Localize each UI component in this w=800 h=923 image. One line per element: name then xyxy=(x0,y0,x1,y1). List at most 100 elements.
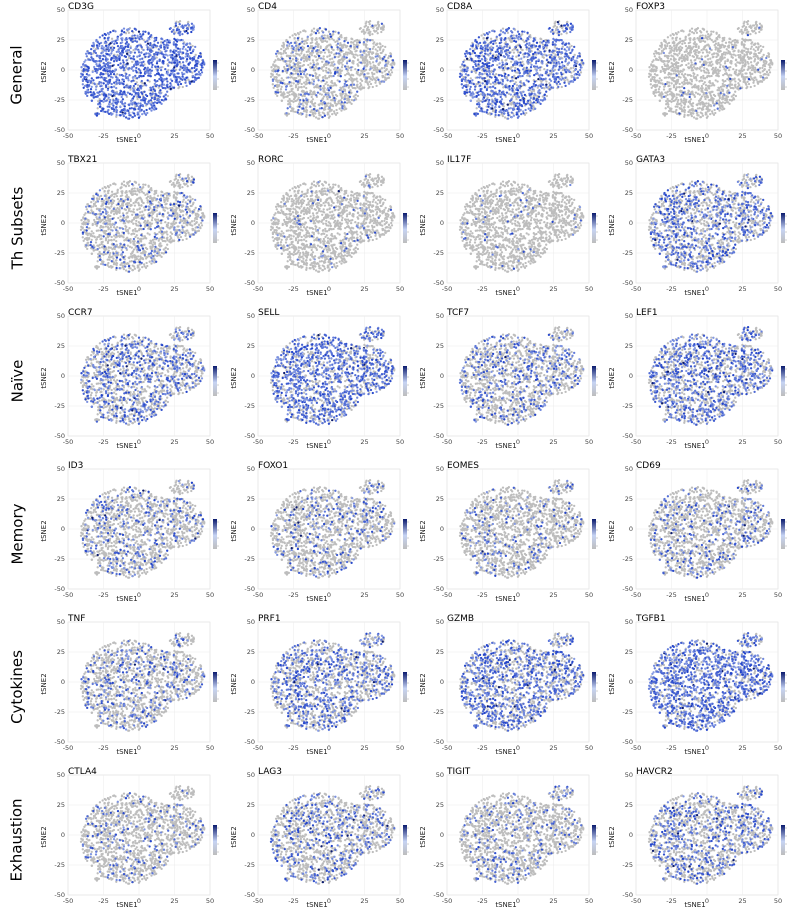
cell-point xyxy=(287,100,290,103)
cell-point-expressing xyxy=(151,93,154,96)
cell-point xyxy=(362,30,366,33)
cell-point-expressing xyxy=(333,99,336,102)
cell-point-expressing xyxy=(129,51,132,55)
cell-point xyxy=(280,47,283,51)
cell-point xyxy=(538,68,542,72)
cell-point xyxy=(292,110,295,113)
cell-point xyxy=(679,45,682,48)
cell-point-expressing xyxy=(359,61,363,64)
cell-point-expressing xyxy=(154,65,157,69)
cell-point-expressing xyxy=(285,44,289,47)
cell-point xyxy=(294,99,297,103)
cell-point-expressing xyxy=(543,93,546,96)
cell-point xyxy=(565,32,568,35)
cell-point xyxy=(371,85,374,89)
cell-point xyxy=(191,44,194,48)
cell-point-expressing xyxy=(477,63,480,66)
cell-point-expressing xyxy=(106,105,109,108)
cell-point xyxy=(311,59,315,62)
cell-point xyxy=(681,42,684,46)
cell-point-expressing xyxy=(337,31,340,34)
cell-point-expressing xyxy=(490,94,493,98)
cell-point-expressing xyxy=(138,54,142,57)
cell-point-expressing xyxy=(111,102,114,105)
cell-point-expressing xyxy=(95,54,99,58)
cell-point-expressing xyxy=(486,53,490,56)
cell-point-expressing xyxy=(281,69,284,73)
cell-point-expressing xyxy=(560,66,563,70)
cell-point xyxy=(330,37,334,40)
cell-point-expressing xyxy=(529,66,533,69)
cell-point-expressing xyxy=(343,97,346,101)
row-label-text: General xyxy=(8,45,26,104)
cell-point xyxy=(321,60,324,63)
cell-point xyxy=(726,77,729,81)
cell-point-expressing xyxy=(122,27,126,30)
cell-point xyxy=(276,89,279,92)
cell-point-expressing xyxy=(108,64,112,68)
cell-point-expressing xyxy=(554,79,557,82)
cell-point-expressing xyxy=(319,99,323,103)
cell-point-expressing xyxy=(511,84,515,88)
cell-point xyxy=(322,69,325,72)
cell-point xyxy=(366,25,370,29)
cell-point-expressing xyxy=(100,88,103,91)
cell-point-expressing xyxy=(140,61,143,64)
feature-plot-panel: CD8A -50 -25 0 25 50 -50 -25 0 25 50 tSNE1 tSNE2 xyxy=(413,2,599,148)
cell-point-expressing xyxy=(554,65,557,68)
cell-point-expressing xyxy=(290,44,294,48)
cell-point-expressing xyxy=(104,99,107,103)
cell-point-expressing xyxy=(95,85,98,88)
cell-point-expressing xyxy=(106,37,110,40)
cell-point-expressing xyxy=(516,116,520,119)
cell-point-expressing xyxy=(110,52,113,55)
cell-point-expressing xyxy=(203,63,206,66)
cell-point-expressing xyxy=(298,42,301,46)
cell-point-expressing xyxy=(174,39,177,42)
cell-point-expressing xyxy=(559,57,562,60)
cell-point-expressing xyxy=(102,46,105,49)
cell-point-expressing xyxy=(461,86,464,89)
cell-point-expressing xyxy=(542,98,545,102)
cell-point-expressing xyxy=(121,102,124,105)
cell-point-expressing xyxy=(131,34,134,37)
cell-point xyxy=(345,72,349,76)
cell-point-expressing xyxy=(543,50,546,53)
cell-point-expressing xyxy=(320,35,323,38)
cell-point-expressing xyxy=(312,83,315,86)
cell-point-expressing xyxy=(293,67,296,71)
cell-point-expressing xyxy=(121,45,124,48)
cell-point-expressing xyxy=(329,86,332,89)
cell-point-expressing xyxy=(142,33,145,36)
cell-point-expressing xyxy=(170,30,174,33)
cell-point-expressing xyxy=(552,73,555,76)
cell-point xyxy=(344,37,347,41)
cell-point-expressing xyxy=(86,83,89,87)
cell-point xyxy=(282,79,285,82)
cell-point xyxy=(750,45,753,48)
cell-point-expressing xyxy=(153,89,157,93)
cell-point-expressing xyxy=(299,70,302,73)
cell-point-expressing xyxy=(524,44,527,47)
cell-point-expressing xyxy=(525,46,528,49)
cell-point-expressing xyxy=(173,61,176,64)
cell-point-expressing xyxy=(362,49,366,53)
cell-point-expressing xyxy=(507,107,511,110)
cell-point xyxy=(532,89,536,93)
cell-point-expressing xyxy=(533,73,536,77)
cell-point-expressing xyxy=(521,110,525,113)
cell-point-expressing xyxy=(527,99,530,102)
cell-point-expressing xyxy=(521,74,524,78)
cell-point-expressing xyxy=(548,56,552,59)
cell-point xyxy=(124,32,128,35)
cell-point-expressing xyxy=(132,112,136,115)
cell-point-expressing xyxy=(132,69,135,72)
cell-point-expressing xyxy=(348,95,352,98)
cell-point-expressing xyxy=(517,85,521,88)
cell-point-expressing xyxy=(303,70,306,73)
cell-point-expressing xyxy=(95,62,98,66)
cell-point-expressing xyxy=(327,93,330,97)
cell-point-expressing xyxy=(274,70,277,73)
cell-point-expressing xyxy=(155,84,159,87)
